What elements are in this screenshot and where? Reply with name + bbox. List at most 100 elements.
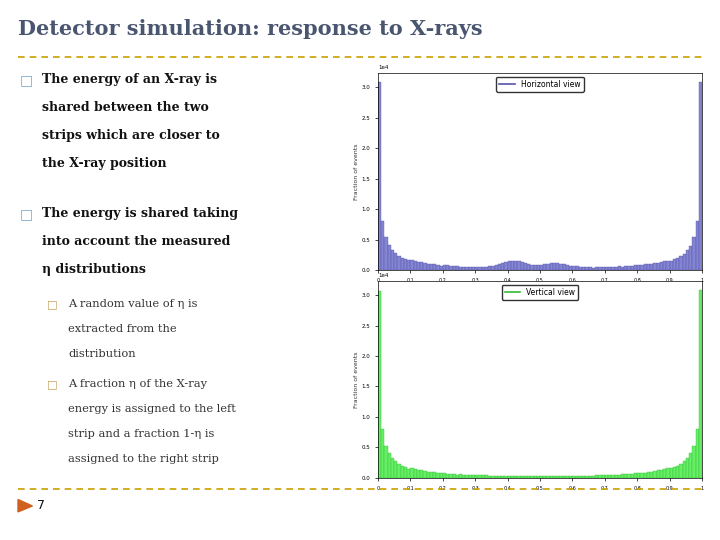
Bar: [550, 476, 553, 478]
Text: Detector simulation: response to X-rays: Detector simulation: response to X-rays: [18, 19, 482, 39]
Bar: [446, 266, 449, 270]
Text: A fraction η of the X-ray: A fraction η of the X-ray: [68, 379, 207, 389]
Bar: [602, 267, 605, 270]
Bar: [699, 290, 702, 478]
Bar: [426, 472, 430, 478]
Bar: [408, 260, 410, 270]
Bar: [488, 266, 492, 270]
Bar: [514, 261, 518, 270]
Bar: [559, 476, 563, 478]
Bar: [598, 267, 602, 270]
Bar: [557, 476, 559, 478]
Bar: [644, 264, 647, 270]
Text: □: □: [47, 379, 58, 389]
Bar: [439, 266, 443, 270]
Bar: [611, 475, 615, 478]
Bar: [495, 265, 498, 270]
Bar: [475, 475, 479, 478]
Bar: [459, 475, 462, 478]
Bar: [527, 264, 531, 270]
Bar: [650, 472, 654, 478]
Bar: [492, 266, 495, 270]
Bar: [628, 474, 631, 478]
Bar: [413, 261, 417, 270]
Bar: [508, 476, 511, 478]
Bar: [410, 468, 414, 478]
Bar: [657, 470, 660, 478]
Bar: [404, 467, 408, 478]
Bar: [699, 82, 702, 270]
Legend: Horizontal view: Horizontal view: [496, 77, 584, 92]
Bar: [673, 259, 676, 270]
Bar: [433, 264, 436, 270]
Bar: [546, 476, 550, 478]
Bar: [615, 475, 618, 478]
Bar: [534, 265, 537, 270]
Bar: [598, 475, 602, 478]
Bar: [663, 469, 667, 478]
Bar: [683, 253, 686, 270]
Bar: [384, 446, 388, 478]
Bar: [624, 266, 628, 270]
Bar: [618, 475, 621, 478]
Bar: [482, 475, 485, 478]
Bar: [378, 291, 382, 478]
Bar: [582, 267, 585, 270]
Bar: [485, 267, 488, 270]
Bar: [572, 266, 576, 270]
Bar: [540, 476, 544, 478]
Bar: [504, 262, 508, 270]
Bar: [592, 268, 595, 270]
Bar: [576, 476, 579, 478]
Legend: Vertical view: Vertical view: [502, 285, 578, 300]
Bar: [456, 475, 459, 478]
Bar: [650, 264, 654, 270]
Bar: [628, 266, 631, 270]
Bar: [611, 267, 615, 270]
Bar: [479, 267, 482, 270]
Bar: [417, 262, 420, 270]
Bar: [449, 266, 453, 270]
Bar: [410, 260, 414, 270]
Bar: [436, 473, 440, 478]
Bar: [397, 464, 400, 478]
Bar: [540, 265, 544, 270]
Bar: [446, 474, 449, 478]
Bar: [689, 246, 693, 270]
Bar: [518, 476, 521, 478]
Bar: [660, 470, 663, 478]
Bar: [423, 263, 426, 270]
Bar: [430, 472, 433, 478]
Bar: [511, 476, 514, 478]
Bar: [485, 475, 488, 478]
Bar: [531, 476, 534, 478]
Bar: [518, 261, 521, 270]
Text: the X-ray position: the X-ray position: [42, 157, 166, 170]
Bar: [521, 262, 524, 270]
Bar: [395, 253, 397, 270]
Bar: [683, 461, 686, 478]
Bar: [488, 476, 492, 478]
Text: into account the measured: into account the measured: [42, 235, 230, 248]
Text: shared between the two: shared between the two: [42, 101, 209, 114]
Bar: [475, 267, 479, 270]
Bar: [430, 265, 433, 270]
Bar: [608, 267, 611, 270]
Bar: [582, 476, 585, 478]
Bar: [686, 458, 689, 478]
Bar: [673, 467, 676, 478]
Bar: [641, 472, 644, 478]
Bar: [621, 474, 624, 478]
Bar: [408, 469, 410, 478]
Bar: [686, 251, 689, 270]
Bar: [618, 266, 621, 270]
Bar: [420, 262, 423, 270]
Bar: [557, 263, 559, 270]
Bar: [453, 474, 456, 478]
Bar: [696, 221, 699, 270]
Bar: [391, 458, 395, 478]
Bar: [644, 472, 647, 478]
Bar: [676, 258, 680, 270]
Text: A random value of η is: A random value of η is: [68, 299, 198, 309]
Bar: [453, 266, 456, 270]
